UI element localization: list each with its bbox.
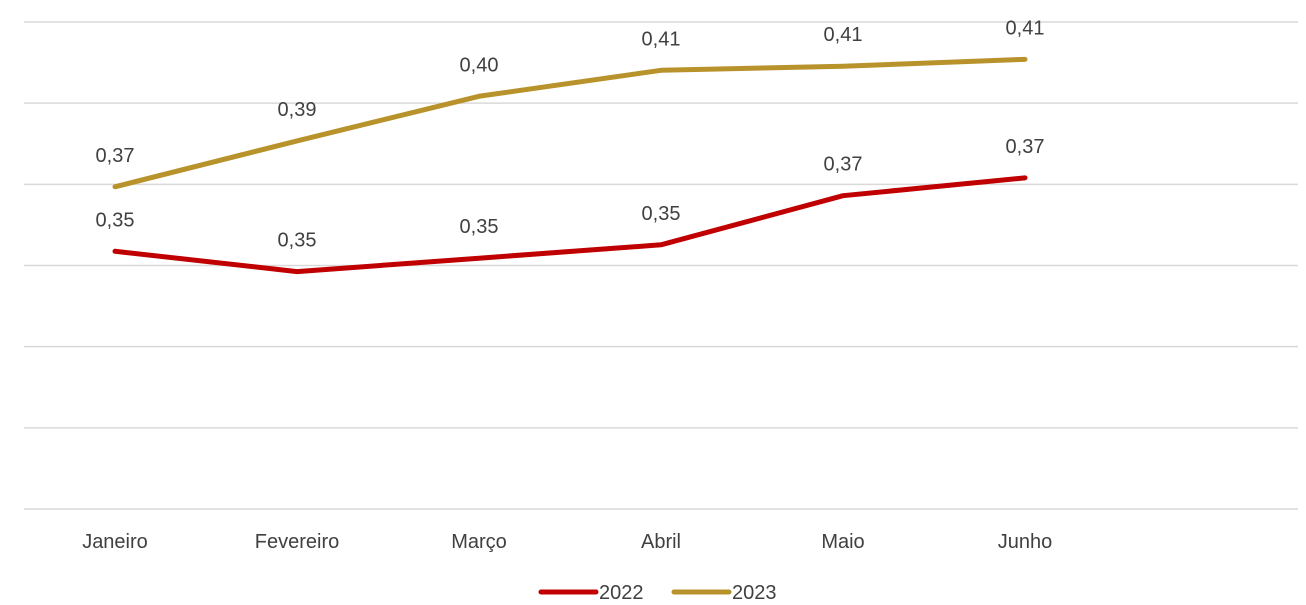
data-label-2022-4: 0,37	[824, 154, 863, 176]
data-label-2023-2: 0,40	[460, 54, 499, 76]
data-label-2023-4: 0,41	[824, 24, 863, 46]
data-label-2023-1: 0,39	[278, 99, 317, 121]
x-tick-label: Maio	[821, 531, 864, 553]
series-lines	[112, 56, 1028, 275]
x-tick-label: Abril	[641, 531, 681, 553]
data-labels: 0,35 0,35 0,35 0,35 0,37 0,37 0,37 0,39 0,40 0,41…	[96, 17, 1045, 251]
data-label-2022-3: 0,35	[642, 203, 681, 225]
x-tick-label: Janeiro	[82, 531, 148, 553]
data-label-2022-2: 0,35	[460, 216, 499, 238]
series-line-2023	[112, 56, 1028, 190]
data-label-2022-1: 0,35	[278, 230, 317, 252]
x-tick-label: Março	[451, 531, 507, 553]
data-label-2022-5: 0,37	[1006, 136, 1045, 158]
series-line-2022	[112, 175, 1028, 275]
data-label-2023-5: 0,41	[1006, 17, 1045, 39]
x-tick-label: Fevereiro	[255, 531, 339, 553]
legend-label-2022: 2022	[599, 582, 644, 604]
data-label-2023-3: 0,41	[642, 28, 681, 50]
gridlines	[24, 21, 1298, 510]
data-label-2023-0: 0,37	[96, 145, 135, 167]
x-tick-label: Junho	[998, 531, 1053, 553]
data-label-2022-0: 0,35	[96, 209, 135, 231]
legend: 2022 2023	[538, 582, 777, 604]
legend-label-2023: 2023	[732, 582, 777, 604]
x-axis-tick-labels: Janeiro Fevereiro Março Abril Maio Junho	[82, 531, 1052, 553]
